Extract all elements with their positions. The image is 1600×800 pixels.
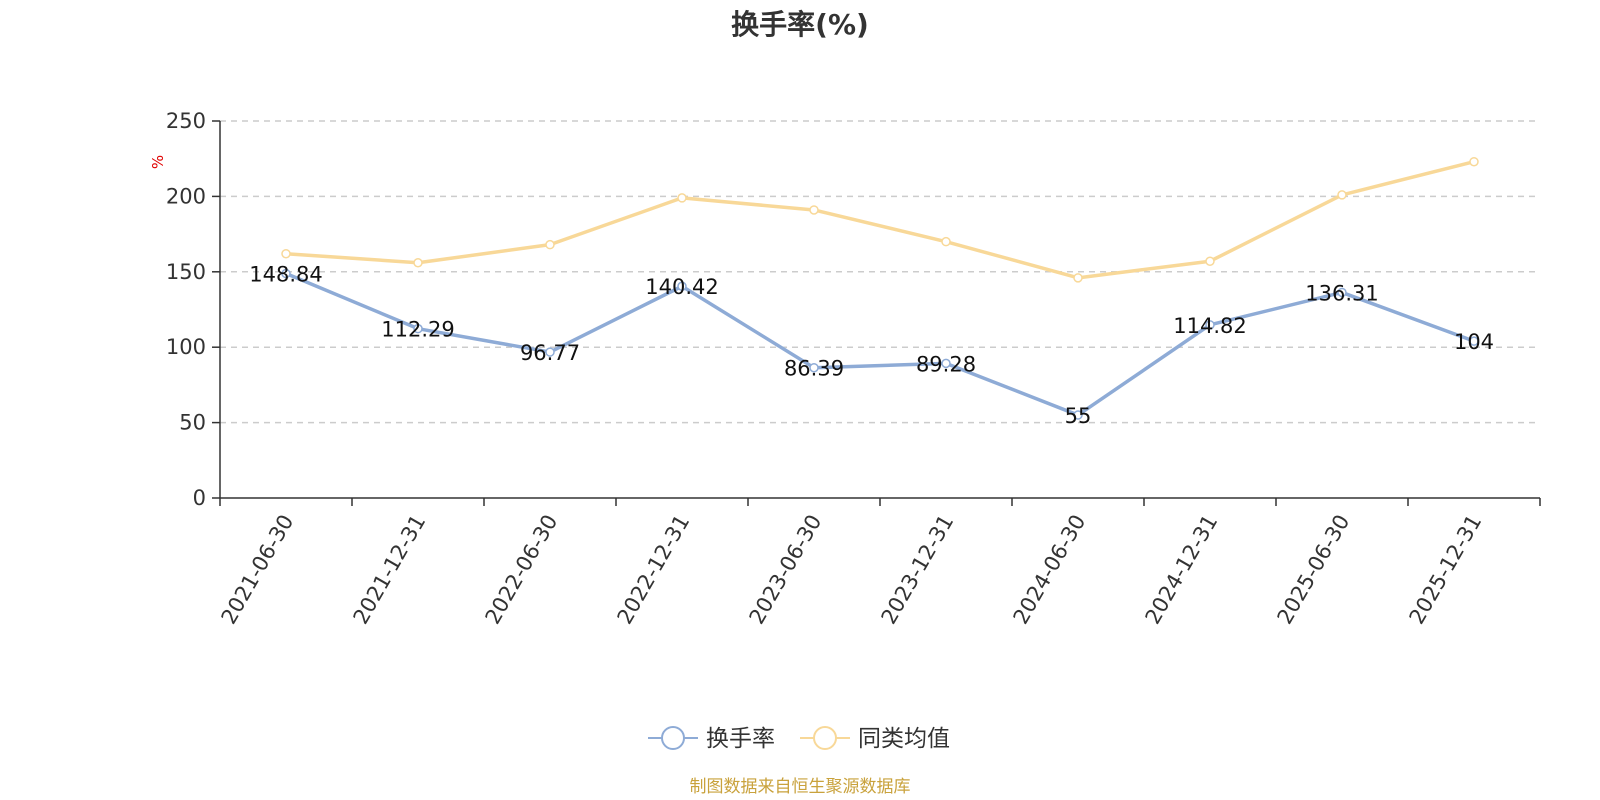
x-tick-label-2024-06-30: 2024-06-30 xyxy=(1009,511,1091,629)
data-label-2023-12-31: 89.28 xyxy=(916,352,976,376)
data-point-turnover-rate-2023-06-30[interactable] xyxy=(809,362,819,373)
x-tick-label-2023-06-30: 2023-06-30 xyxy=(745,511,827,629)
series-line-turnover-rate xyxy=(285,271,1475,417)
data-point-turnover-rate-2022-06-30[interactable] xyxy=(545,347,555,357)
data-point-turnover-rate-2024-06-30[interactable] xyxy=(1073,410,1083,420)
data-point-peer-average-2021-06-30[interactable] xyxy=(281,248,291,259)
legend-label-turnover-rate: 换手率 xyxy=(706,726,775,752)
data-point-turnover-rate-2025-06-30[interactable] xyxy=(1337,287,1347,298)
series-layer xyxy=(281,156,1479,420)
series-line-peer-average xyxy=(285,160,1475,280)
y-tick-label-250: 250 xyxy=(166,109,206,133)
data-point-peer-average-2022-06-30[interactable] xyxy=(545,239,555,250)
y-tick-label-150: 150 xyxy=(166,260,206,284)
data-label-2021-06-30: 148.84 xyxy=(249,263,322,287)
data-point-peer-average-2023-12-31[interactable] xyxy=(941,236,951,247)
legend-label-peer-average: 同类均值 xyxy=(858,726,950,752)
x-tick-label-2021-12-31: 2021-12-31 xyxy=(349,511,431,629)
data-label-2024-06-30: 55 xyxy=(1065,404,1092,428)
data-label-2022-12-31: 140.42 xyxy=(645,275,718,299)
grid-lines xyxy=(220,120,1540,424)
legend-marker-turnover-rate xyxy=(661,726,685,750)
x-tick-label-2025-06-30: 2025-06-30 xyxy=(1273,511,1355,629)
data-point-peer-average-2024-06-30[interactable] xyxy=(1073,273,1083,283)
y-tick-label-200: 200 xyxy=(166,184,206,208)
data-label-2025-12-31: 104 xyxy=(1454,330,1494,354)
data-point-turnover-rate-2022-12-31[interactable] xyxy=(677,281,687,291)
data-point-turnover-rate-2023-12-31[interactable] xyxy=(941,358,951,369)
legend-item-turnover-rate[interactable]: 换手率 xyxy=(648,726,775,752)
legend[interactable]: 换手率 同类均值 xyxy=(648,726,950,752)
data-point-peer-average-2021-12-31[interactable] xyxy=(413,258,423,268)
x-tick-label-2025-12-31: 2025-12-31 xyxy=(1405,511,1487,629)
data-source-note: 制图数据来自恒生聚源数据库 xyxy=(690,777,911,797)
x-tick-label-2022-12-31: 2022-12-31 xyxy=(613,511,695,629)
x-tick-label-2022-06-30: 2022-06-30 xyxy=(481,511,563,629)
data-point-turnover-rate-2021-12-31[interactable] xyxy=(413,323,423,334)
x-tick-label-2021-06-30: 2021-06-30 xyxy=(217,511,299,629)
y-axis-unit-label: % xyxy=(149,155,167,169)
data-point-turnover-rate-2024-12-31[interactable] xyxy=(1205,320,1215,330)
data-point-peer-average-2024-12-31[interactable] xyxy=(1205,256,1215,266)
y-tick-label-50: 50 xyxy=(179,411,206,435)
x-tick-label-2024-12-31: 2024-12-31 xyxy=(1141,511,1223,629)
data-label-2023-06-30: 86.39 xyxy=(784,357,844,381)
data-point-peer-average-2025-06-30[interactable] xyxy=(1337,190,1347,200)
data-point-peer-average-2023-06-30[interactable] xyxy=(809,205,819,215)
data-point-turnover-rate-2025-12-31[interactable] xyxy=(1469,336,1479,346)
chart-title: 换手率(%) xyxy=(731,8,869,41)
y-tick-label-0: 0 xyxy=(193,486,206,510)
data-label-2021-12-31: 112.29 xyxy=(381,318,454,342)
data-point-peer-average-2022-12-31[interactable] xyxy=(677,193,687,203)
y-tick-label-100: 100 xyxy=(166,335,206,359)
data-point-peer-average-2025-12-31[interactable] xyxy=(1469,156,1479,167)
data-labels: 148.84 112.29 96.77 140.42 86.39 89.28 55 114.8… xyxy=(249,263,1494,429)
x-tick-label-2023-12-31: 2023-12-31 xyxy=(877,511,959,629)
data-label-2024-12-31: 114.82 xyxy=(1173,314,1246,338)
legend-marker-peer-average xyxy=(813,726,837,750)
data-point-turnover-rate-2021-06-30[interactable] xyxy=(281,268,291,279)
legend-item-peer-average[interactable]: 同类均值 xyxy=(800,726,950,752)
data-label-2025-06-30: 136.31 xyxy=(1305,281,1378,305)
data-label-2022-06-30: 96.77 xyxy=(520,341,580,365)
axes: 0 50 100 150 200 250 2021-06-30 2021-12-31 2022-… xyxy=(166,109,1541,629)
